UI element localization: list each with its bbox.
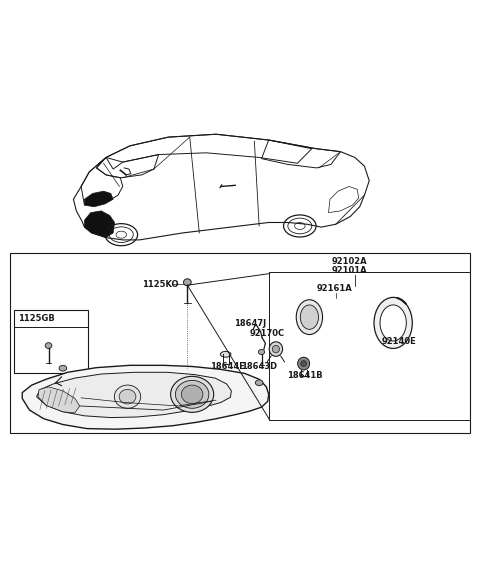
Ellipse shape — [380, 305, 406, 341]
Ellipse shape — [269, 342, 283, 356]
Ellipse shape — [119, 389, 136, 404]
Ellipse shape — [114, 385, 141, 409]
Polygon shape — [22, 365, 269, 429]
Ellipse shape — [258, 349, 264, 354]
Ellipse shape — [272, 345, 279, 353]
Ellipse shape — [374, 297, 412, 349]
Text: 92102A: 92102A — [332, 257, 368, 266]
Text: 18643D: 18643D — [241, 363, 277, 371]
Ellipse shape — [301, 361, 307, 367]
Text: 92101A: 92101A — [332, 266, 368, 275]
Ellipse shape — [255, 380, 263, 386]
Ellipse shape — [220, 352, 231, 357]
Text: 18641B: 18641B — [287, 371, 323, 380]
Polygon shape — [84, 211, 115, 237]
Ellipse shape — [296, 300, 323, 335]
Ellipse shape — [181, 385, 203, 404]
Text: 92170C: 92170C — [250, 329, 285, 338]
Text: 18644E: 18644E — [210, 363, 245, 371]
Text: 1125GB: 1125GB — [18, 314, 55, 323]
Polygon shape — [36, 372, 231, 417]
Ellipse shape — [59, 365, 67, 371]
Text: 1125KO: 1125KO — [142, 279, 179, 289]
Bar — [269, 272, 470, 420]
Ellipse shape — [175, 381, 209, 409]
Text: 92140E: 92140E — [381, 338, 416, 346]
Polygon shape — [84, 191, 113, 207]
Bar — [10, 253, 470, 433]
Polygon shape — [38, 387, 80, 413]
Ellipse shape — [300, 305, 319, 329]
Ellipse shape — [45, 343, 52, 349]
Ellipse shape — [298, 357, 310, 370]
Text: 18647J: 18647J — [234, 319, 266, 328]
Ellipse shape — [183, 279, 191, 286]
Bar — [14, 310, 88, 374]
Ellipse shape — [170, 377, 214, 413]
Text: 92161A: 92161A — [317, 284, 352, 293]
